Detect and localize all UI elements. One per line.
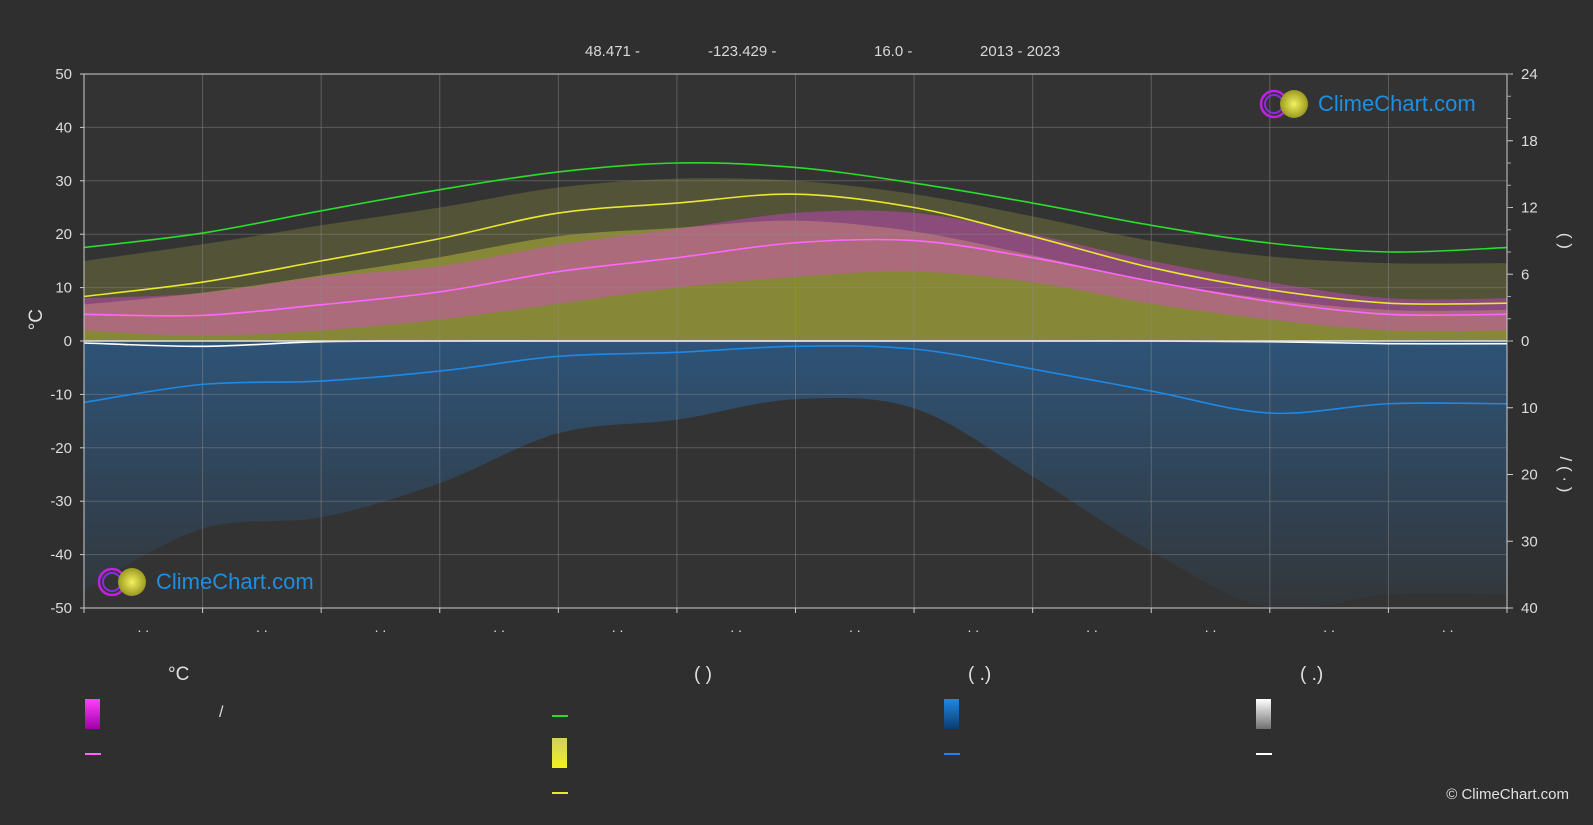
right-bottom-tick-label: 20 [1521,467,1538,484]
logo-top[interactable]: ClimeChart.com [1258,88,1476,120]
x-tick-label: . . [849,619,861,635]
right-bottom-axis-label: / ( · ) [1556,457,1575,493]
period-label: 2013 - 2023 [980,43,1061,60]
legend-snow-mean-swatch [1256,753,1272,755]
left-tick-label: 40 [55,119,72,136]
legend-sunshine-mean-swatch [552,792,568,794]
x-tick-label: . . [1205,619,1217,635]
logo-text: ClimeChart.com [1318,91,1476,116]
legend-temperature-title: °C [168,664,190,685]
right-top-tick-label: 6 [1521,266,1529,283]
elevation-label: 16.0 - [874,43,913,60]
copyright: © ClimeChart.com [1446,786,1569,803]
left-tick-label: -40 [50,547,72,564]
x-tick-label: . . [1442,619,1454,635]
left-tick-label: -10 [50,386,72,403]
legend-sunshine-range-swatch [552,738,567,768]
legend-snow-title: ( .) [1300,664,1324,685]
x-tick-label: . . [1323,619,1335,635]
x-tick-label: . . [137,619,149,635]
x-tick-label: . . [256,619,268,635]
left-tick-label: -50 [50,600,72,617]
legend-snow-swatch [1256,699,1271,729]
longitude-label: -123.429 - [708,43,777,60]
left-tick-label: -30 [50,493,72,510]
right-bottom-tick-label: 30 [1521,533,1538,550]
x-tick-label: . . [375,619,387,635]
latitude-label: 48.471 - [585,43,641,60]
legend-temp-range-swatch [85,699,100,729]
x-tick-label: . . [730,619,742,635]
legend-sun-title: ( ) [694,664,712,685]
legend-rain-title: ( .) [968,664,992,685]
left-tick-label: 0 [64,333,72,350]
right-bottom-tick-label: 40 [1521,600,1538,617]
x-tick-label: . . [968,619,980,635]
legend-temp-mean-swatch [85,753,101,755]
left-tick-label: 20 [55,226,72,243]
right-top-axis-label: ( ) [1556,233,1575,249]
sunshine-line [83,193,1508,305]
legend-rain-mean-swatch [944,753,960,755]
precipitation-line [83,345,1508,415]
x-tick-label: . . [612,619,624,635]
logo-bottom[interactable]: ClimeChart.com [96,566,314,598]
logo-icon [97,567,146,597]
legend-rain-swatch [944,699,959,729]
left-tick-label: 10 [55,280,72,297]
legend-daylight-swatch [552,715,568,717]
x-tick-label: . . [493,619,505,635]
right-top-tick-label: 0 [1521,333,1529,350]
x-tick-label: . . [1086,619,1098,635]
logo-icon [1259,89,1308,119]
legend-temp-range-slash: / [219,704,224,721]
left-axis-label: °C [26,309,47,330]
left-tick-label: 50 [55,66,72,83]
daylight-line [83,162,1508,253]
right-top-tick-label: 24 [1521,66,1538,83]
left-tick-label: -20 [50,440,72,457]
left-tick-label: 30 [55,173,72,190]
axes: 50 40 30 20 10 0 -10 -20 -30 -40 -50 24 18 12 6 0 10 20 30… [26,66,1575,635]
logo-text: ClimeChart.com [156,569,314,594]
right-top-tick-label: 18 [1521,133,1538,150]
right-top-tick-label: 12 [1521,200,1538,217]
right-bottom-tick-label: 10 [1521,400,1538,417]
temperature-mean-line [83,238,1508,317]
